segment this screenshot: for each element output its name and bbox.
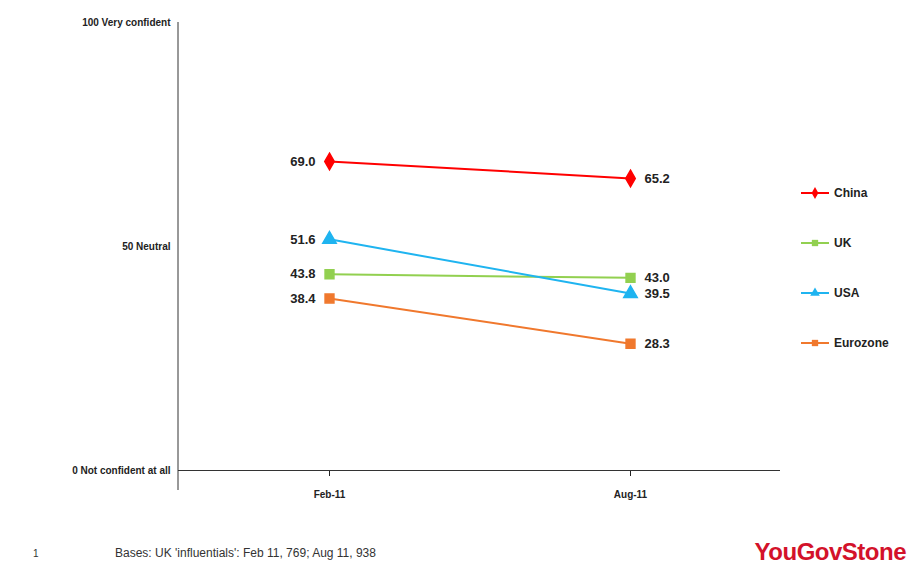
- svg-text:38.4: 38.4: [290, 291, 316, 306]
- html-text:1: 1: [33, 548, 39, 559]
- svg-text:28.3: 28.3: [645, 336, 670, 351]
- svg-text:39.5: 39.5: [645, 286, 670, 301]
- svg-text:43.8: 43.8: [290, 266, 315, 281]
- svg-text:65.2: 65.2: [645, 171, 670, 186]
- svg-text:43.0: 43.0: [645, 270, 670, 285]
- svg-text:Feb-11: Feb-11: [314, 489, 346, 500]
- svg-text:0 Not confident at all: 0 Not confident at all: [72, 465, 171, 476]
- html-text:Eurozone: Eurozone: [834, 336, 889, 350]
- html-text:Bases: UK 'influentials': Feb: Bases: UK 'influentials': Feb 11, 769; A…: [115, 546, 376, 560]
- svg-text:69.0: 69.0: [290, 154, 315, 169]
- svg-text:50 Neutral: 50 Neutral: [122, 241, 171, 252]
- html-text:USA: USA: [834, 286, 860, 300]
- svg-text:100 Very confident: 100 Very confident: [82, 17, 171, 28]
- html-text:YouGovStone: YouGovStone: [754, 538, 906, 565]
- svg-text:51.6: 51.6: [290, 231, 315, 246]
- html-text:China: China: [834, 186, 868, 200]
- svg-text:Aug-11: Aug-11: [614, 489, 648, 500]
- html-text:UK: UK: [834, 236, 852, 250]
